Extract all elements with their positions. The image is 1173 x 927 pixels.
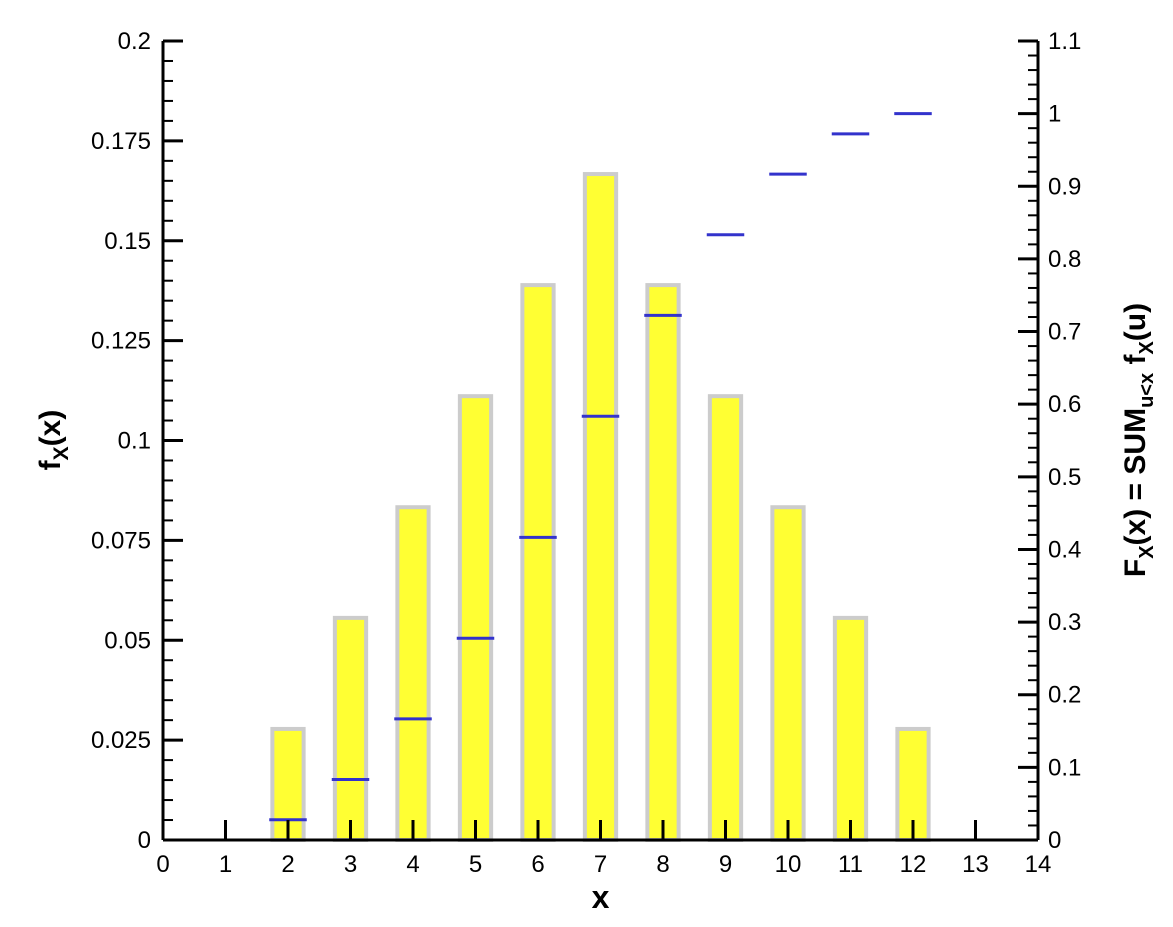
x-axis-title: x [592,879,610,915]
bar [520,283,556,843]
y-right-tick-label: 0.7 [1048,319,1081,346]
y-right-tick-label: 0.4 [1048,536,1081,563]
y-right-tick-label: 0.3 [1048,609,1081,636]
x-tick-label: 1 [219,851,232,878]
y-left-tick-label: 0.075 [91,527,151,554]
y-left-tick-label: 0.125 [91,328,151,355]
y-left-tick-label: 0.1 [118,428,151,455]
bar [832,615,869,842]
y-right-tick-label: 0.2 [1048,682,1081,709]
x-tick-label: 6 [531,851,544,878]
y-left-tick-label: 0.15 [104,228,151,255]
y-right-axis-title: FX(x) = SUMu<x fX(u) [1119,303,1158,577]
y-right-tick-label: 0.5 [1048,464,1081,491]
y-left-tick-label: 0.025 [91,727,151,754]
y-left-tick-label: 0.05 [104,627,151,654]
bar [770,505,806,842]
x-tick-label: 9 [719,851,732,878]
x-tick-label: 12 [900,851,927,878]
y-left-tick-label: 0.2 [118,28,151,55]
bar [395,505,431,842]
y-right-tick-label: 0 [1048,827,1061,854]
axes-layer [161,39,1040,842]
y-right-tick-label: 1.1 [1048,28,1081,55]
x-tick-label: 4 [406,851,419,878]
y-right-tick-label: 0.6 [1048,391,1081,418]
y-right-tick-label: 0.1 [1048,754,1081,781]
x-tick-label: 10 [775,851,802,878]
bar [645,283,681,843]
x-tick-label: 7 [594,851,607,878]
x-tick-label: 3 [344,851,357,878]
x-tick-label: 0 [156,851,169,878]
bar [582,172,619,842]
labels-layer: 0 1 2 3 4 5 6 7 8 9 10 11 12 13 1400.0250.050.0750.10.… [34,28,1158,915]
x-tick-label: 8 [656,851,669,878]
x-tick-label: 2 [281,851,294,878]
cdf-steps-layer [269,112,932,822]
x-tick-label: 14 [1025,851,1052,878]
x-tick-label: 5 [469,851,482,878]
x-tick-label: 11 [838,851,863,878]
bar [332,615,369,842]
y-left-axis-title: fX(x) [34,410,73,471]
bar [707,394,744,842]
bars-layer [270,172,931,843]
y-right-tick-label: 0.9 [1048,173,1081,200]
y-right-tick-label: 0.8 [1048,246,1081,273]
y-left-tick-label: 0.175 [91,128,151,155]
x-tick-label: 13 [962,851,989,878]
bar [457,394,494,842]
y-right-tick-label: 1 [1048,101,1061,128]
y-left-tick-label: 0 [138,827,151,854]
